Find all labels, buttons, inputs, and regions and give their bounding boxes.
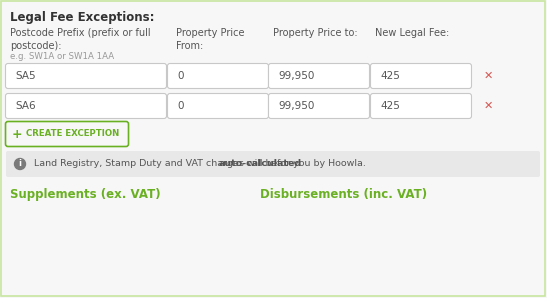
FancyBboxPatch shape xyxy=(370,94,472,119)
Text: Land Registry, Stamp Duty and VAT charges will be: Land Registry, Stamp Duty and VAT charge… xyxy=(31,159,281,168)
Circle shape xyxy=(15,159,26,170)
Text: 0: 0 xyxy=(177,71,183,81)
FancyBboxPatch shape xyxy=(5,63,166,89)
Text: +: + xyxy=(11,128,22,140)
Text: auto-calculated: auto-calculated xyxy=(219,159,302,168)
FancyBboxPatch shape xyxy=(5,94,166,119)
Text: 99,950: 99,950 xyxy=(278,101,315,111)
Text: Disbursements (inc. VAT): Disbursements (inc. VAT) xyxy=(260,188,427,201)
FancyBboxPatch shape xyxy=(167,63,269,89)
Text: 425: 425 xyxy=(380,101,400,111)
Text: Property Price
From:: Property Price From: xyxy=(176,28,245,51)
Text: 99,950: 99,950 xyxy=(278,71,315,81)
Text: e.g. SW1A or SW1A 1AA: e.g. SW1A or SW1A 1AA xyxy=(10,52,114,61)
Text: SA5: SA5 xyxy=(15,71,36,81)
Text: Legal Fee Exceptions:: Legal Fee Exceptions: xyxy=(10,11,154,24)
Text: New Legal Fee:: New Legal Fee: xyxy=(375,28,449,38)
FancyBboxPatch shape xyxy=(269,63,370,89)
Text: i: i xyxy=(19,159,21,168)
Text: SA6: SA6 xyxy=(15,101,36,111)
FancyBboxPatch shape xyxy=(370,63,472,89)
Text: CREATE EXCEPTION: CREATE EXCEPTION xyxy=(26,130,119,139)
Text: Supplements (ex. VAT): Supplements (ex. VAT) xyxy=(10,188,161,201)
Text: ✕: ✕ xyxy=(484,101,493,111)
Text: 0: 0 xyxy=(177,101,183,111)
Text: 425: 425 xyxy=(380,71,400,81)
Text: Postcode Prefix (prefix or full
postcode):: Postcode Prefix (prefix or full postcode… xyxy=(10,28,150,51)
FancyBboxPatch shape xyxy=(5,122,129,147)
FancyBboxPatch shape xyxy=(167,94,269,119)
FancyBboxPatch shape xyxy=(269,94,370,119)
Text: Property Price to:: Property Price to: xyxy=(273,28,358,38)
FancyBboxPatch shape xyxy=(6,151,540,177)
Text: ✕: ✕ xyxy=(484,71,493,81)
Text: for you by Hoowla.: for you by Hoowla. xyxy=(274,159,366,168)
